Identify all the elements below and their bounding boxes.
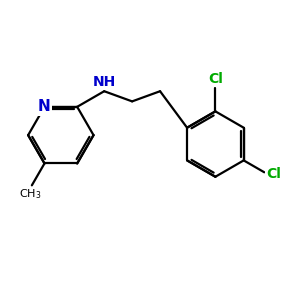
- Text: CH$_3$: CH$_3$: [19, 187, 42, 201]
- Text: Cl: Cl: [266, 167, 281, 181]
- Text: NH: NH: [93, 75, 116, 89]
- Text: Cl: Cl: [208, 72, 223, 86]
- Text: N: N: [38, 99, 51, 114]
